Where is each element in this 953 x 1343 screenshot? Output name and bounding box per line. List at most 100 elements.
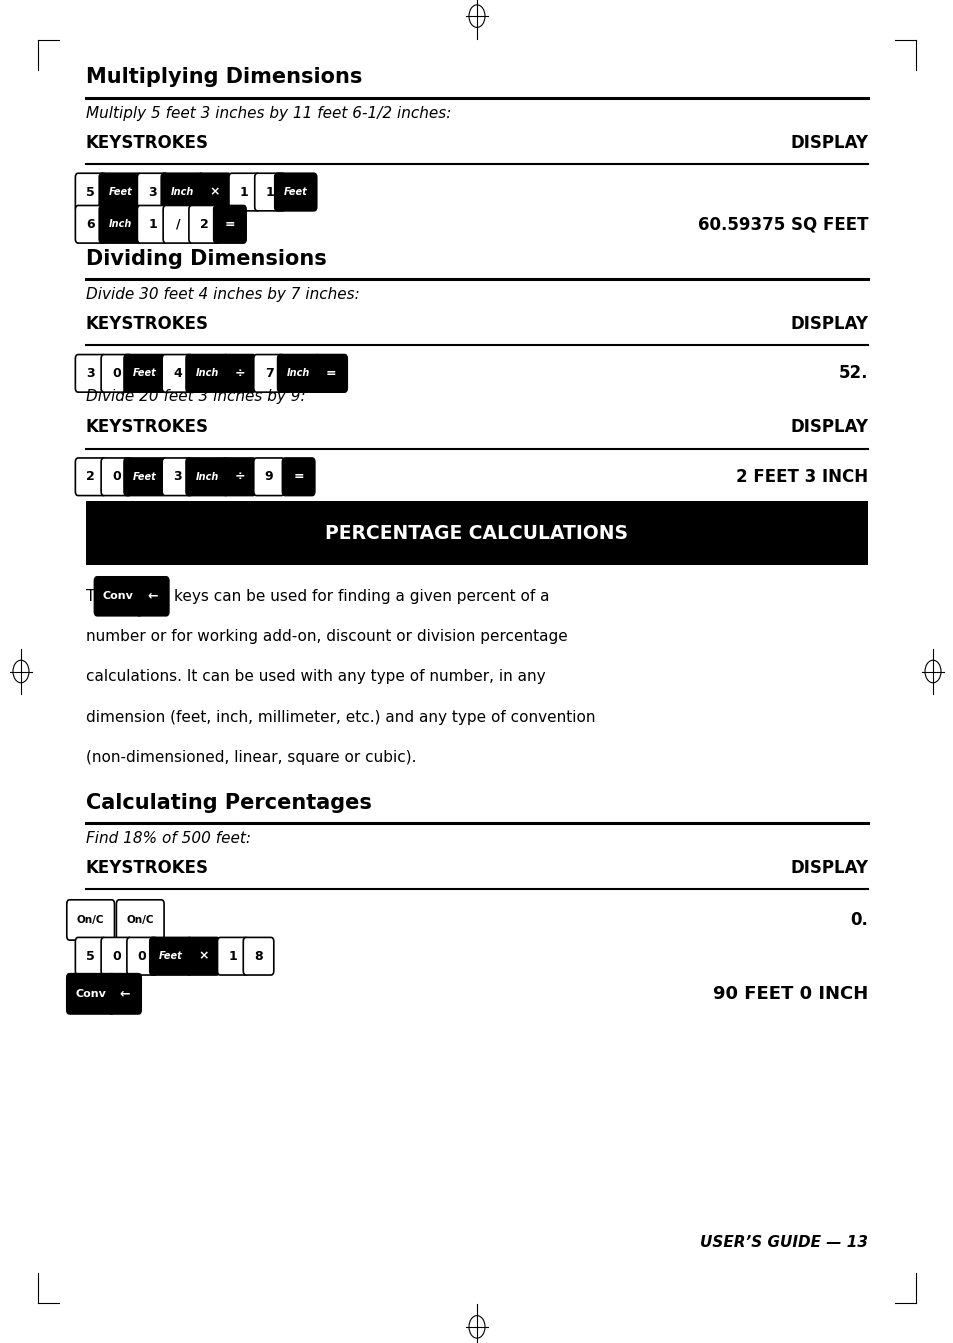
FancyBboxPatch shape [101,458,132,496]
Text: Conv: Conv [75,988,106,999]
FancyBboxPatch shape [274,173,316,211]
Text: 52.: 52. [838,364,867,383]
Text: ÷: ÷ [233,470,245,483]
Text: 3: 3 [172,470,182,483]
Text: 2 FEET 3 INCH: 2 FEET 3 INCH [736,467,867,486]
FancyBboxPatch shape [75,355,106,392]
Text: Inch: Inch [109,219,132,230]
FancyBboxPatch shape [253,355,284,392]
FancyBboxPatch shape [75,937,106,975]
FancyBboxPatch shape [75,173,106,211]
Text: Feet: Feet [109,187,132,197]
Text: number or for working add-on, discount or division percentage: number or for working add-on, discount o… [86,629,567,645]
FancyBboxPatch shape [223,458,255,496]
Text: 90 FEET 0 INCH: 90 FEET 0 INCH [712,984,867,1003]
Text: dimension (feet, inch, millimeter, etc.) and any type of convention: dimension (feet, inch, millimeter, etc.)… [86,709,595,725]
Text: =: = [325,367,336,380]
FancyBboxPatch shape [163,205,193,243]
Text: 4: 4 [172,367,182,380]
FancyBboxPatch shape [127,937,157,975]
Text: Divide 30 feet 4 inches by 7 inches:: Divide 30 feet 4 inches by 7 inches: [86,287,359,302]
Text: Conv: Conv [103,591,133,602]
FancyBboxPatch shape [101,355,132,392]
Text: 1: 1 [148,218,157,231]
FancyBboxPatch shape [75,458,106,496]
FancyBboxPatch shape [186,355,228,392]
FancyBboxPatch shape [94,576,142,615]
Text: ←: ← [147,590,158,603]
Text: Feet: Feet [284,187,307,197]
FancyBboxPatch shape [150,937,192,975]
FancyBboxPatch shape [189,205,219,243]
Text: USER’S GUIDE — 13: USER’S GUIDE — 13 [700,1234,867,1250]
Text: Feet: Feet [133,368,156,379]
Text: DISPLAY: DISPLAY [789,860,867,877]
FancyBboxPatch shape [116,900,164,940]
FancyBboxPatch shape [124,458,166,496]
FancyBboxPatch shape [162,355,193,392]
Text: The: The [86,588,119,604]
Text: 60.59375 SQ FEET: 60.59375 SQ FEET [697,215,867,234]
Text: Feet: Feet [133,471,156,482]
Text: Calculating Percentages: Calculating Percentages [86,792,372,813]
FancyBboxPatch shape [99,173,141,211]
FancyBboxPatch shape [213,205,246,243]
Text: 5: 5 [86,950,95,963]
Text: =: = [293,470,304,483]
FancyBboxPatch shape [161,173,203,211]
FancyBboxPatch shape [137,173,168,211]
FancyBboxPatch shape [282,458,314,496]
Text: KEYSTROKES: KEYSTROKES [86,134,209,152]
FancyBboxPatch shape [187,937,219,975]
Text: 2: 2 [86,470,95,483]
FancyBboxPatch shape [314,355,347,392]
Text: /: / [176,218,180,231]
FancyBboxPatch shape [137,205,168,243]
Text: ÷: ÷ [233,367,245,380]
FancyBboxPatch shape [253,458,284,496]
Text: DISPLAY: DISPLAY [789,134,867,152]
Bar [86,501,867,565]
Text: calculations. It can be used with any type of number, in any: calculations. It can be used with any ty… [86,669,545,685]
FancyBboxPatch shape [229,173,259,211]
Text: ×: × [209,185,220,199]
FancyBboxPatch shape [254,173,285,211]
Text: Inch: Inch [195,368,218,379]
Text: 6: 6 [86,218,95,231]
FancyBboxPatch shape [198,173,231,211]
Text: 1: 1 [265,185,274,199]
Text: Feet: Feet [159,951,182,962]
Text: (non-dimensioned, linear, square or cubic).: (non-dimensioned, linear, square or cubi… [86,749,416,766]
Text: 1: 1 [239,185,249,199]
Text: 3: 3 [148,185,157,199]
FancyBboxPatch shape [217,937,248,975]
Text: 0: 0 [112,950,121,963]
Text: keys can be used for finding a given percent of a: keys can be used for finding a given per… [173,588,549,604]
FancyBboxPatch shape [101,937,132,975]
FancyBboxPatch shape [67,974,114,1014]
FancyBboxPatch shape [162,458,193,496]
FancyBboxPatch shape [136,576,169,615]
Text: On/C: On/C [77,915,104,925]
FancyBboxPatch shape [124,355,166,392]
Text: =: = [224,218,235,231]
FancyBboxPatch shape [186,458,228,496]
Text: DISPLAY: DISPLAY [789,316,867,333]
Text: Inch: Inch [195,471,218,482]
Text: ×: × [197,950,209,963]
Text: Multiplying Dimensions: Multiplying Dimensions [86,67,362,87]
Text: Inch: Inch [171,187,193,197]
Text: 5: 5 [86,185,95,199]
Text: 8: 8 [253,950,263,963]
Text: 0.: 0. [849,911,867,929]
Text: Divide 20 feet 3 inches by 9:: Divide 20 feet 3 inches by 9: [86,389,305,404]
Text: PERCENTAGE CALCULATIONS: PERCENTAGE CALCULATIONS [325,524,628,543]
Text: KEYSTROKES: KEYSTROKES [86,419,209,436]
Text: KEYSTROKES: KEYSTROKES [86,860,209,877]
Text: 0: 0 [112,367,121,380]
Text: 7: 7 [264,367,274,380]
Text: DISPLAY: DISPLAY [789,419,867,436]
FancyBboxPatch shape [243,937,274,975]
Text: KEYSTROKES: KEYSTROKES [86,316,209,333]
Text: 2: 2 [199,218,209,231]
